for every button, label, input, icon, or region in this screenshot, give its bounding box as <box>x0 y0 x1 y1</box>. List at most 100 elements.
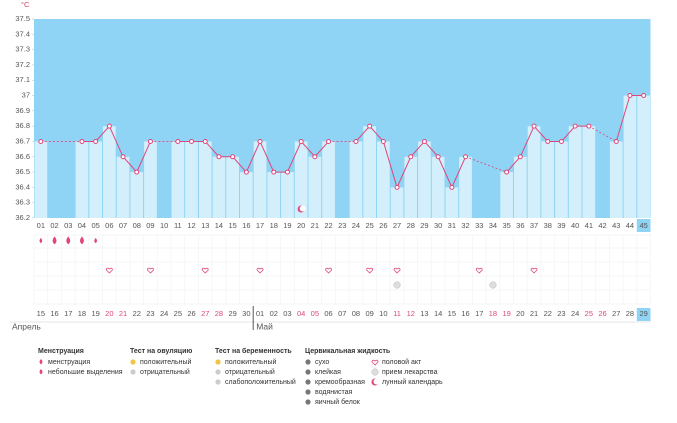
point <box>627 93 633 99</box>
legend-icon <box>305 369 311 375</box>
x-tick-label: 12 <box>187 221 195 230</box>
x-tick-label: 04 <box>78 221 86 230</box>
x-tick-label: 11 <box>174 221 182 230</box>
x-tick-label: 23 <box>338 221 346 230</box>
x-tick-label: 20 <box>297 221 305 230</box>
date-label: 10 <box>379 309 387 318</box>
legend-icon <box>305 389 311 395</box>
bar <box>404 156 418 218</box>
date-label: 06 <box>324 309 332 318</box>
x-tick-label: 08 <box>133 221 141 230</box>
x-tick-label: 22 <box>324 221 332 230</box>
date-label: 09 <box>365 309 373 318</box>
date-label: 20 <box>105 309 113 318</box>
bar <box>294 141 308 218</box>
bar <box>514 156 527 218</box>
x-tick-label: 45 <box>639 221 647 230</box>
point <box>106 123 112 129</box>
bar <box>171 141 185 218</box>
x-tick-label: 14 <box>215 221 223 230</box>
heart-icon <box>530 267 538 274</box>
legend-title: Цервикальная жидкость <box>305 348 391 355</box>
bar <box>568 126 582 218</box>
menstruation-icon <box>52 236 57 245</box>
point <box>531 123 537 129</box>
point <box>326 138 332 144</box>
point <box>202 138 208 144</box>
x-tick-label: 03 <box>64 221 72 230</box>
x-tick-label: 30 <box>434 221 442 230</box>
point <box>93 138 99 144</box>
current-day <box>636 219 651 232</box>
date-label: 22 <box>133 309 141 318</box>
bar <box>418 141 431 218</box>
y-tick-label: 36.2 <box>15 213 30 222</box>
legend-item: небольшие выделения <box>48 368 123 376</box>
date-label: 27 <box>201 309 209 318</box>
legend-icon <box>215 369 221 375</box>
menstruation-icon <box>39 237 43 244</box>
x-tick-label: 28 <box>407 221 415 230</box>
legend-icon <box>215 359 221 365</box>
gap-connector <box>588 125 617 142</box>
x-tick-label: 05 <box>91 221 99 230</box>
date-label: 04 <box>297 309 305 318</box>
legend-icon <box>130 359 136 365</box>
date-label: 15 <box>448 309 456 318</box>
y-tick-label: 37.2 <box>15 60 30 69</box>
x-tick-label: 32 <box>461 221 469 230</box>
bar <box>75 141 89 218</box>
bar <box>267 172 281 218</box>
y-tick-label: 37.5 <box>15 14 30 23</box>
date-label: 03 <box>283 309 291 318</box>
bar <box>582 126 596 218</box>
point <box>284 169 290 175</box>
date-label: 29 <box>639 309 647 318</box>
x-tick-label: 06 <box>105 221 113 230</box>
bar <box>541 141 555 218</box>
date-label: 16 <box>50 309 58 318</box>
point <box>572 123 578 129</box>
y-tick-label: 37.3 <box>15 45 30 54</box>
x-tick-label: 25 <box>365 221 373 230</box>
heart-icon <box>147 267 154 274</box>
point <box>38 138 44 144</box>
y-tick-label: 37.1 <box>15 75 30 84</box>
date-label: 23 <box>557 309 565 318</box>
x-tick-label: 15 <box>228 221 236 230</box>
point <box>449 184 455 190</box>
menstruation-icon <box>94 237 97 244</box>
point <box>408 154 414 160</box>
bar <box>116 156 130 218</box>
legend-icon <box>39 359 43 365</box>
heart-icon <box>105 267 113 274</box>
legend-title: Менструация <box>38 348 84 355</box>
x-tick-label: 40 <box>571 221 579 230</box>
date-label: 23 <box>146 309 154 318</box>
x-tick-label: 31 <box>448 221 456 230</box>
legend-item: водянистая <box>315 389 353 396</box>
date-label: 15 <box>37 309 45 318</box>
date-label: 28 <box>215 309 223 318</box>
x-tick-label: 44 <box>626 221 634 230</box>
date-label: 26 <box>598 309 606 318</box>
x-tick-label: 07 <box>119 221 127 230</box>
y-tick-label: 37 <box>22 91 30 100</box>
y-axis-label: °C <box>21 0 30 9</box>
moon-cut <box>373 378 380 385</box>
point <box>504 169 510 175</box>
x-tick-label: 09 <box>146 221 154 230</box>
x-tick-label: 02 <box>50 221 58 230</box>
date-label: 24 <box>160 309 168 318</box>
legend-title: Тест на овуляцию <box>130 348 192 355</box>
date-label: 21 <box>530 309 538 318</box>
bar <box>623 95 637 218</box>
bar <box>144 141 157 218</box>
bar <box>459 156 472 218</box>
date-label: 30 <box>242 309 250 318</box>
date-label: 17 <box>64 309 72 318</box>
x-tick-label: 18 <box>270 221 278 230</box>
bar <box>240 172 253 218</box>
bar <box>349 141 363 218</box>
